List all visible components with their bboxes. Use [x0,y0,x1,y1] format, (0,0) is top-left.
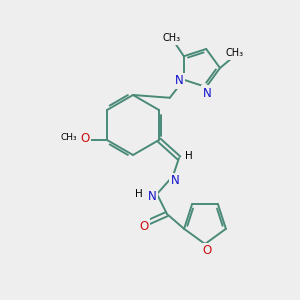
Text: O: O [140,220,148,232]
Text: O: O [80,131,90,145]
Text: CH₃: CH₃ [61,134,77,142]
Text: N: N [174,74,183,87]
Text: N: N [171,175,179,188]
Text: O: O [202,244,211,257]
Text: H: H [135,189,143,199]
Text: N: N [148,190,156,202]
Text: CH₃: CH₃ [226,48,244,58]
Text: CH₃: CH₃ [163,33,181,43]
Text: N: N [203,86,212,100]
Text: H: H [185,151,193,161]
